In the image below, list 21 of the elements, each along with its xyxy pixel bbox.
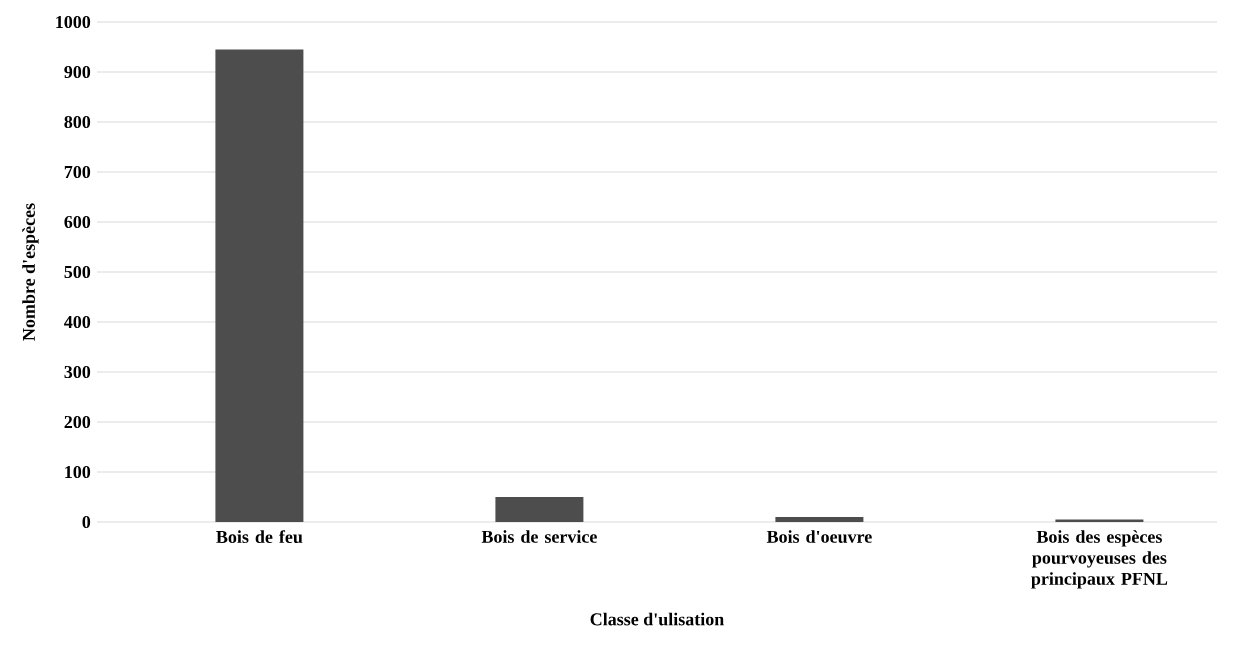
bar (775, 516, 864, 522)
y-tick-label: 200 (64, 415, 91, 429)
y-tick-label: 500 (64, 265, 91, 279)
bar (215, 49, 304, 522)
bar (1055, 519, 1144, 522)
y-tick-label: 800 (64, 115, 91, 129)
y-tick-label: 400 (64, 315, 91, 329)
x-tick-label: Bois des espèces pourvoyeuses des principaux PFNL (1031, 530, 1168, 589)
y-tick-label: 1000 (56, 15, 91, 29)
x-axis-title: Classe d'ulisation (590, 612, 724, 626)
y-tick-label: 600 (64, 215, 91, 229)
y-tick-label: 0 (82, 515, 91, 529)
x-tick-label: Bois d'oeuvre (766, 530, 872, 543)
bar (495, 496, 584, 522)
y-axis-title: Nombre d'espèces (22, 203, 39, 341)
x-tick-label: Bois de feu (216, 530, 303, 544)
y-tick-label: 700 (64, 165, 91, 179)
y-tick-label: 900 (64, 65, 91, 79)
y-tick-label: 100 (65, 465, 91, 479)
x-tick-label: Bois de service (481, 530, 597, 543)
y-tick-label: 300 (64, 365, 91, 379)
